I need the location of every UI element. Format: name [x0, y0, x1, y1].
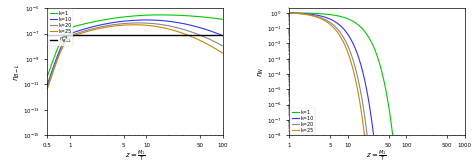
k=20 [404, 164, 410, 165]
Line: k=1: k=1 [289, 13, 465, 165]
Line: k=10: k=10 [289, 13, 465, 165]
k=20 [136, 22, 142, 24]
k=25 [177, 31, 182, 33]
k=20 [366, 146, 372, 148]
$\eta_{B-L}^{eq}$ [67, 34, 73, 36]
Line: k=10: k=10 [47, 20, 223, 84]
Line: k=1: k=1 [47, 15, 223, 76]
k=1 [45, 75, 50, 77]
k=25 [162, 27, 168, 29]
k=10 [75, 30, 81, 32]
k=1 [366, 36, 372, 38]
k=25 [331, 27, 337, 29]
k=20 [124, 22, 129, 24]
k=1 [157, 14, 163, 16]
k=10 [124, 20, 129, 22]
k=10 [144, 19, 149, 21]
k=25 [220, 52, 226, 54]
k=10 [162, 20, 168, 22]
k=20 [148, 22, 154, 24]
k=1 [390, 133, 395, 135]
X-axis label: $z=\frac{M_1}{T}$: $z=\frac{M_1}{T}$ [366, 149, 387, 164]
k=10 [177, 22, 182, 24]
k=10 [331, 20, 337, 22]
k=25 [419, 164, 424, 165]
k=20 [368, 164, 374, 165]
k=1 [331, 14, 337, 16]
k=1 [286, 12, 292, 14]
k=20 [331, 25, 337, 27]
Y-axis label: $\eta_{B-L}$: $\eta_{B-L}$ [12, 63, 21, 81]
k=10 [366, 99, 372, 101]
k=20 [162, 24, 168, 26]
Y-axis label: $\eta_N$: $\eta_N$ [256, 67, 266, 77]
k=1 [90, 21, 95, 23]
Legend: k=1, k=10, k=20, k=25: k=1, k=10, k=20, k=25 [290, 109, 315, 134]
k=20 [75, 32, 81, 34]
k=20 [177, 27, 182, 29]
k=1 [162, 14, 168, 16]
X-axis label: $z=\frac{M_1}{T}$: $z=\frac{M_1}{T}$ [125, 149, 146, 164]
k=10 [45, 83, 50, 85]
k=1 [220, 18, 226, 20]
k=10 [318, 15, 323, 17]
k=25 [365, 164, 371, 165]
Legend: k=1, k=10, k=20, k=25, $\eta_{B-L}^{eq}$: k=1, k=10, k=20, k=25, $\eta_{B-L}^{eq}$ [48, 9, 73, 46]
k=25 [148, 25, 154, 27]
k=25 [286, 12, 292, 14]
k=25 [75, 33, 81, 35]
k=25 [124, 24, 129, 26]
Line: k=20: k=20 [289, 13, 465, 165]
k=25 [366, 164, 372, 165]
k=20 [462, 164, 467, 165]
Line: k=25: k=25 [289, 13, 465, 165]
k=20 [220, 45, 226, 47]
k=25 [404, 164, 410, 165]
k=10 [220, 35, 226, 37]
k=25 [132, 24, 137, 26]
Line: k=20: k=20 [47, 23, 223, 87]
k=1 [124, 16, 129, 18]
k=1 [75, 24, 81, 26]
k=25 [90, 29, 95, 31]
k=25 [318, 17, 323, 19]
k=10 [90, 26, 95, 28]
k=10 [286, 12, 292, 14]
k=20 [419, 164, 424, 165]
k=10 [148, 19, 154, 21]
k=1 [318, 13, 323, 15]
k=25 [390, 164, 396, 165]
k=25 [462, 164, 467, 165]
k=20 [90, 28, 95, 30]
Line: k=25: k=25 [47, 25, 223, 89]
k=20 [318, 16, 323, 18]
k=20 [286, 12, 292, 14]
k=1 [148, 14, 154, 16]
k=25 [45, 88, 50, 90]
k=20 [45, 86, 50, 88]
k=1 [177, 14, 182, 16]
k=20 [390, 164, 396, 165]
